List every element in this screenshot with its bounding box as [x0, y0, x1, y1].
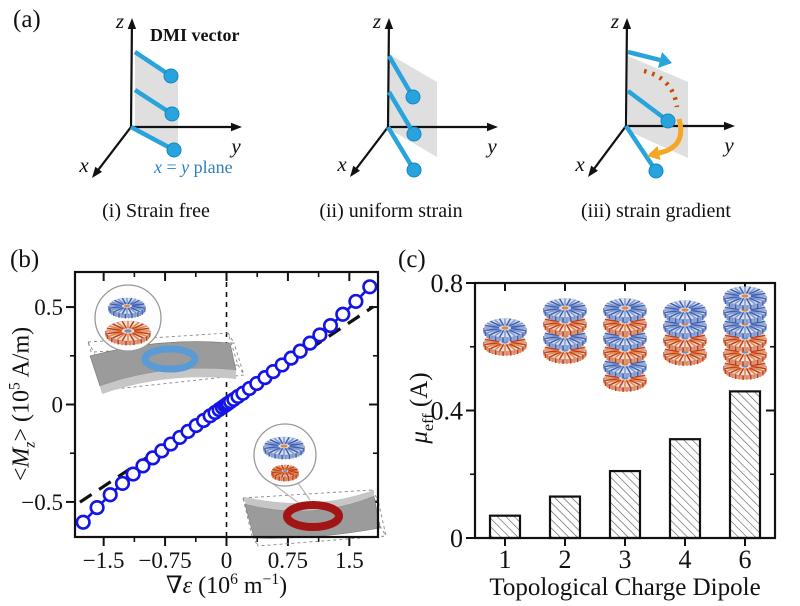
skyrmion-stack-2 — [543, 298, 587, 364]
dmi-vector-rotated — [627, 49, 661, 63]
caption-strain-gradient: (iii) strain gradient — [581, 200, 731, 222]
scatter-yaxis-label: <Mz> (105 A/m) — [6, 326, 39, 482]
skyrmion-disk-blue — [663, 300, 707, 324]
svg-text:6: 6 — [739, 545, 752, 574]
panel-c-label: (c) — [398, 246, 426, 273]
bar-xaxis-label: Topological Charge Dipole — [489, 574, 761, 601]
skyrmion-disk-blue — [483, 318, 527, 342]
svg-text:x: x — [574, 152, 585, 176]
rotation-arc-dotted — [643, 68, 680, 108]
bars — [488, 390, 762, 540]
data-markers — [75, 279, 378, 530]
svg-text:−0.75: −0.75 — [138, 548, 191, 573]
skyrmion-stack-4 — [663, 300, 707, 366]
panel-a: z y x z y x z y x (a) DMI vector x = y plane (i)… — [0, 0, 800, 240]
svg-text:0.4: 0.4 — [431, 397, 464, 426]
dmi-vector — [387, 90, 416, 136]
skyrmion-disk-blue — [603, 298, 647, 322]
svg-text:x: x — [336, 152, 347, 176]
bar-1 — [488, 514, 522, 540]
bar-2 — [548, 495, 582, 540]
xy-plane-label: x = y plane — [154, 157, 233, 177]
svg-text:0.75: 0.75 — [268, 548, 308, 573]
svg-text:x: x — [78, 153, 89, 177]
skyrmion-stack-3 — [603, 298, 647, 392]
skyrmion-disk-blue — [543, 298, 587, 322]
scatter-xaxis-label: ∇ε (106 m−1) — [165, 571, 288, 599]
bar-4 — [668, 438, 702, 540]
skyrmion-stack-1 — [483, 318, 527, 356]
panel-b-label: (b) — [10, 246, 40, 273]
skyrmion-disk-blue — [263, 436, 305, 460]
svg-text:0: 0 — [221, 548, 233, 573]
skyrmion-disk-blue — [723, 286, 767, 310]
dmi-vector-label: DMI vector — [150, 25, 240, 45]
svg-text:z: z — [372, 9, 381, 33]
caption-uniform-strain: (ii) uniform strain — [319, 200, 463, 222]
panel-a-label: (a) — [13, 6, 41, 33]
svg-text:z: z — [115, 9, 124, 33]
rotation-arrow — [658, 118, 684, 156]
bar-3 — [608, 469, 642, 540]
svg-text:0: 0 — [450, 524, 463, 553]
skyrmion-disk-red — [105, 320, 151, 346]
strain-diagram-1: z y x — [78, 9, 242, 178]
skyrmion-disk-red — [271, 464, 299, 482]
panel-c: 0 0.4 0.8 1 2 3 4 6 (c) Topological Charge Dipo… — [390, 240, 800, 606]
svg-text:z: z — [610, 9, 619, 33]
strain-diagram-2: z y x — [336, 9, 498, 178]
svg-text:−0.5: −0.5 — [21, 490, 63, 515]
dmi-vector — [624, 124, 658, 173]
svg-text:y: y — [722, 133, 734, 157]
inset-membrane-blue-ring — [87, 284, 245, 394]
svg-text:4: 4 — [679, 545, 692, 574]
skyrmion-disk-blue — [108, 297, 146, 319]
svg-text:3: 3 — [619, 545, 632, 574]
dmi-vector — [129, 125, 176, 152]
svg-text:−1.5: −1.5 — [83, 548, 125, 573]
svg-text:0.5: 0.5 — [34, 295, 63, 320]
dmi-vector — [387, 54, 415, 99]
svg-text:1.5: 1.5 — [335, 548, 364, 573]
panel-a-canvas: z y x z y x z y x — [78, 9, 735, 179]
strain-diagram-3: z y x — [574, 9, 735, 179]
bar-chart-canvas: 0 0.4 0.8 1 2 3 4 6 — [431, 269, 777, 574]
svg-text:y: y — [485, 134, 497, 158]
blue-ring — [141, 345, 199, 373]
svg-text:0: 0 — [52, 393, 64, 418]
bar-yaxis-label: μeff (A) — [406, 372, 437, 444]
plot-frame — [73, 270, 380, 539]
svg-text:1: 1 — [499, 545, 512, 574]
dmi-vector — [386, 125, 416, 172]
xy-plane — [628, 56, 688, 158]
panel-b: −1.5 −0.75 0 0.75 1.5 −0.5 0 0.5 (b) ∇ε (106 m−… — [0, 240, 400, 606]
dmi-vector — [626, 89, 670, 123]
plot-frame — [473, 281, 777, 540]
svg-text:2: 2 — [559, 545, 572, 574]
inset-membrane-red-ring — [242, 423, 387, 547]
scatter-plot-canvas: −1.5 −0.75 0 0.75 1.5 −0.5 0 0.5 — [21, 270, 387, 573]
caption-strain-free: (i) Strain free — [102, 200, 210, 222]
skyrmion-stack-6 — [723, 286, 767, 380]
bar-6 — [728, 390, 762, 540]
red-ring — [283, 501, 343, 531]
svg-text:0.8: 0.8 — [431, 269, 464, 298]
svg-text:y: y — [229, 134, 241, 158]
